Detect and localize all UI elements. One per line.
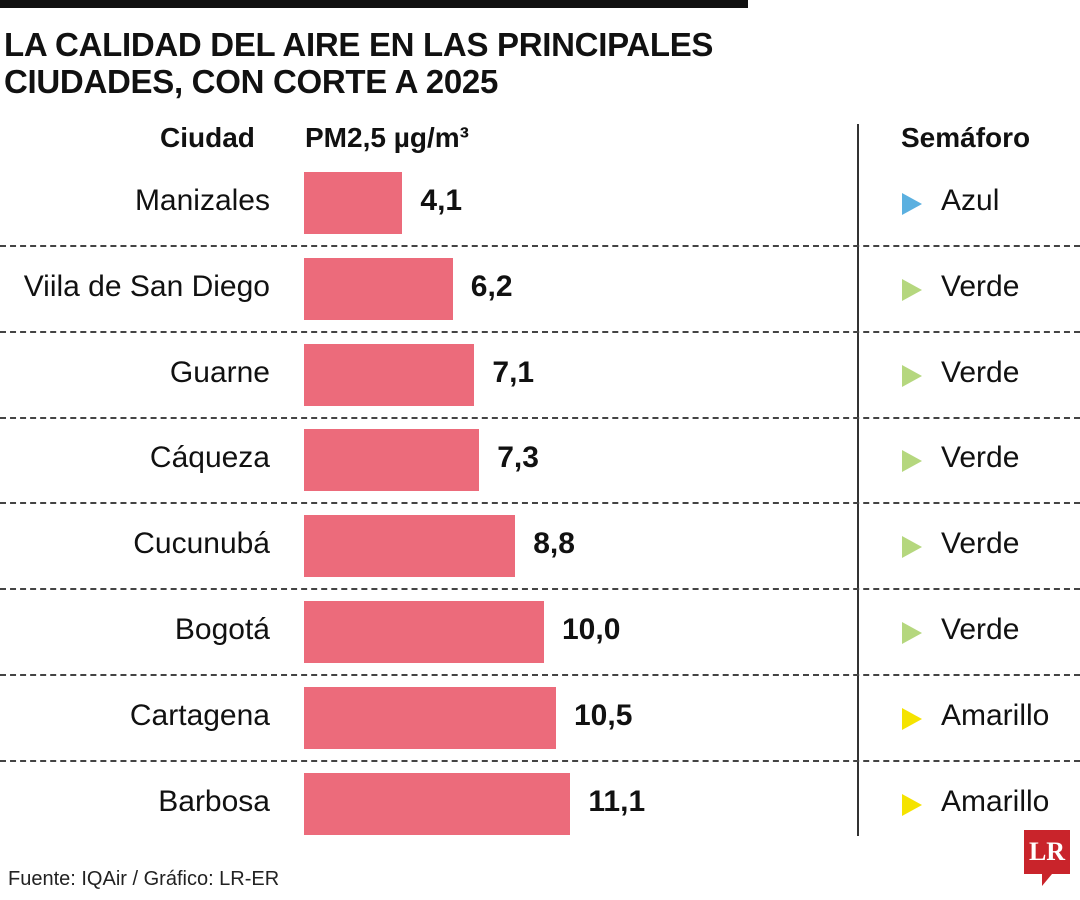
row-divider <box>0 245 1080 247</box>
table-row: Manizales 4,1 Azul <box>0 160 1080 247</box>
bar <box>304 601 544 663</box>
row-divider <box>0 502 1080 505</box>
row-divider <box>0 588 1080 591</box>
row-divider <box>0 759 1080 762</box>
top-rule <box>0 0 748 8</box>
table-row: Viila de San Diego 6,2 Verde <box>0 246 1080 333</box>
city-label: Manizales <box>134 184 270 217</box>
row-divider <box>0 416 1080 419</box>
bar <box>304 257 453 320</box>
bar <box>304 343 475 406</box>
bar <box>304 429 480 492</box>
semaforo-label: Verde <box>941 441 1020 475</box>
title-line-1: LA CALIDAD DEL AIRE EN LAS PRINCIPALES <box>4 26 714 63</box>
city-label: Cartagena <box>129 698 270 732</box>
triangle-icon <box>902 622 922 644</box>
city-label: Cucunubá <box>133 527 270 561</box>
value-label: 7,3 <box>497 441 539 475</box>
city-label: Viila de San Diego <box>23 269 270 303</box>
triangle-icon <box>902 450 922 473</box>
city-label: Barbosa <box>158 784 270 818</box>
city-label: Bogotá <box>174 613 270 646</box>
header-city: Ciudad <box>160 122 255 153</box>
column-divider <box>857 124 859 836</box>
triangle-icon <box>902 278 922 301</box>
semaforo-label: Verde <box>941 527 1020 561</box>
semaforo-label: Amarillo <box>941 698 1050 732</box>
semaforo-label: Amarillo <box>941 784 1050 818</box>
title-line-2: CIUDADES, CON CORTE A 2025 <box>4 63 499 100</box>
triangle-icon <box>902 364 922 387</box>
value-label: 10,5 <box>574 698 633 732</box>
triangle-icon <box>902 193 922 215</box>
semaforo-label: Verde <box>941 269 1020 303</box>
value-label: 6,2 <box>470 269 513 303</box>
triangle-icon <box>902 793 922 816</box>
table-row: Bogotá 10,0 Verde <box>0 589 1080 676</box>
header-semaforo: Semáforo <box>901 122 1031 153</box>
semaforo-label: Verde <box>941 613 1020 646</box>
value-label: 4,1 <box>420 184 463 217</box>
table-row: Guarne 7,1 Verde <box>0 332 1080 419</box>
source-note: Fuente: IQAir / Gráfico: LR-ER <box>8 868 280 890</box>
table-row: Cáqueza 7,3 Verde <box>0 417 1080 505</box>
bar <box>304 772 571 835</box>
semaforo-label: Azul <box>941 184 1000 217</box>
chart-title: LA CALIDAD DEL AIRE EN LAS PRINCIPALES C… <box>4 26 713 100</box>
triangle-icon <box>902 536 922 559</box>
value-label: 7,1 <box>492 355 535 389</box>
semaforo-label: Verde <box>941 355 1020 389</box>
bar <box>304 515 516 578</box>
row-divider <box>0 330 1080 333</box>
bar <box>304 172 403 234</box>
city-label: Guarne <box>169 355 270 389</box>
value-label: 8,8 <box>533 527 575 561</box>
row-divider <box>0 674 1080 676</box>
lr-logo: LR <box>1024 830 1070 886</box>
bar <box>304 686 556 749</box>
value-label: 11,1 <box>588 784 646 818</box>
table-row: Barbosa 11,1 Amarillo <box>0 761 1080 847</box>
table-row: Cartagena 10,5 Amarillo <box>0 675 1080 762</box>
city-label: Cáqueza <box>149 441 270 475</box>
header-value: PM2,5 µg/m³ <box>305 122 469 153</box>
table-row: Cucunubá 8,8 Verde <box>0 503 1080 591</box>
value-label: 10,0 <box>562 613 621 646</box>
triangle-icon <box>902 707 922 730</box>
